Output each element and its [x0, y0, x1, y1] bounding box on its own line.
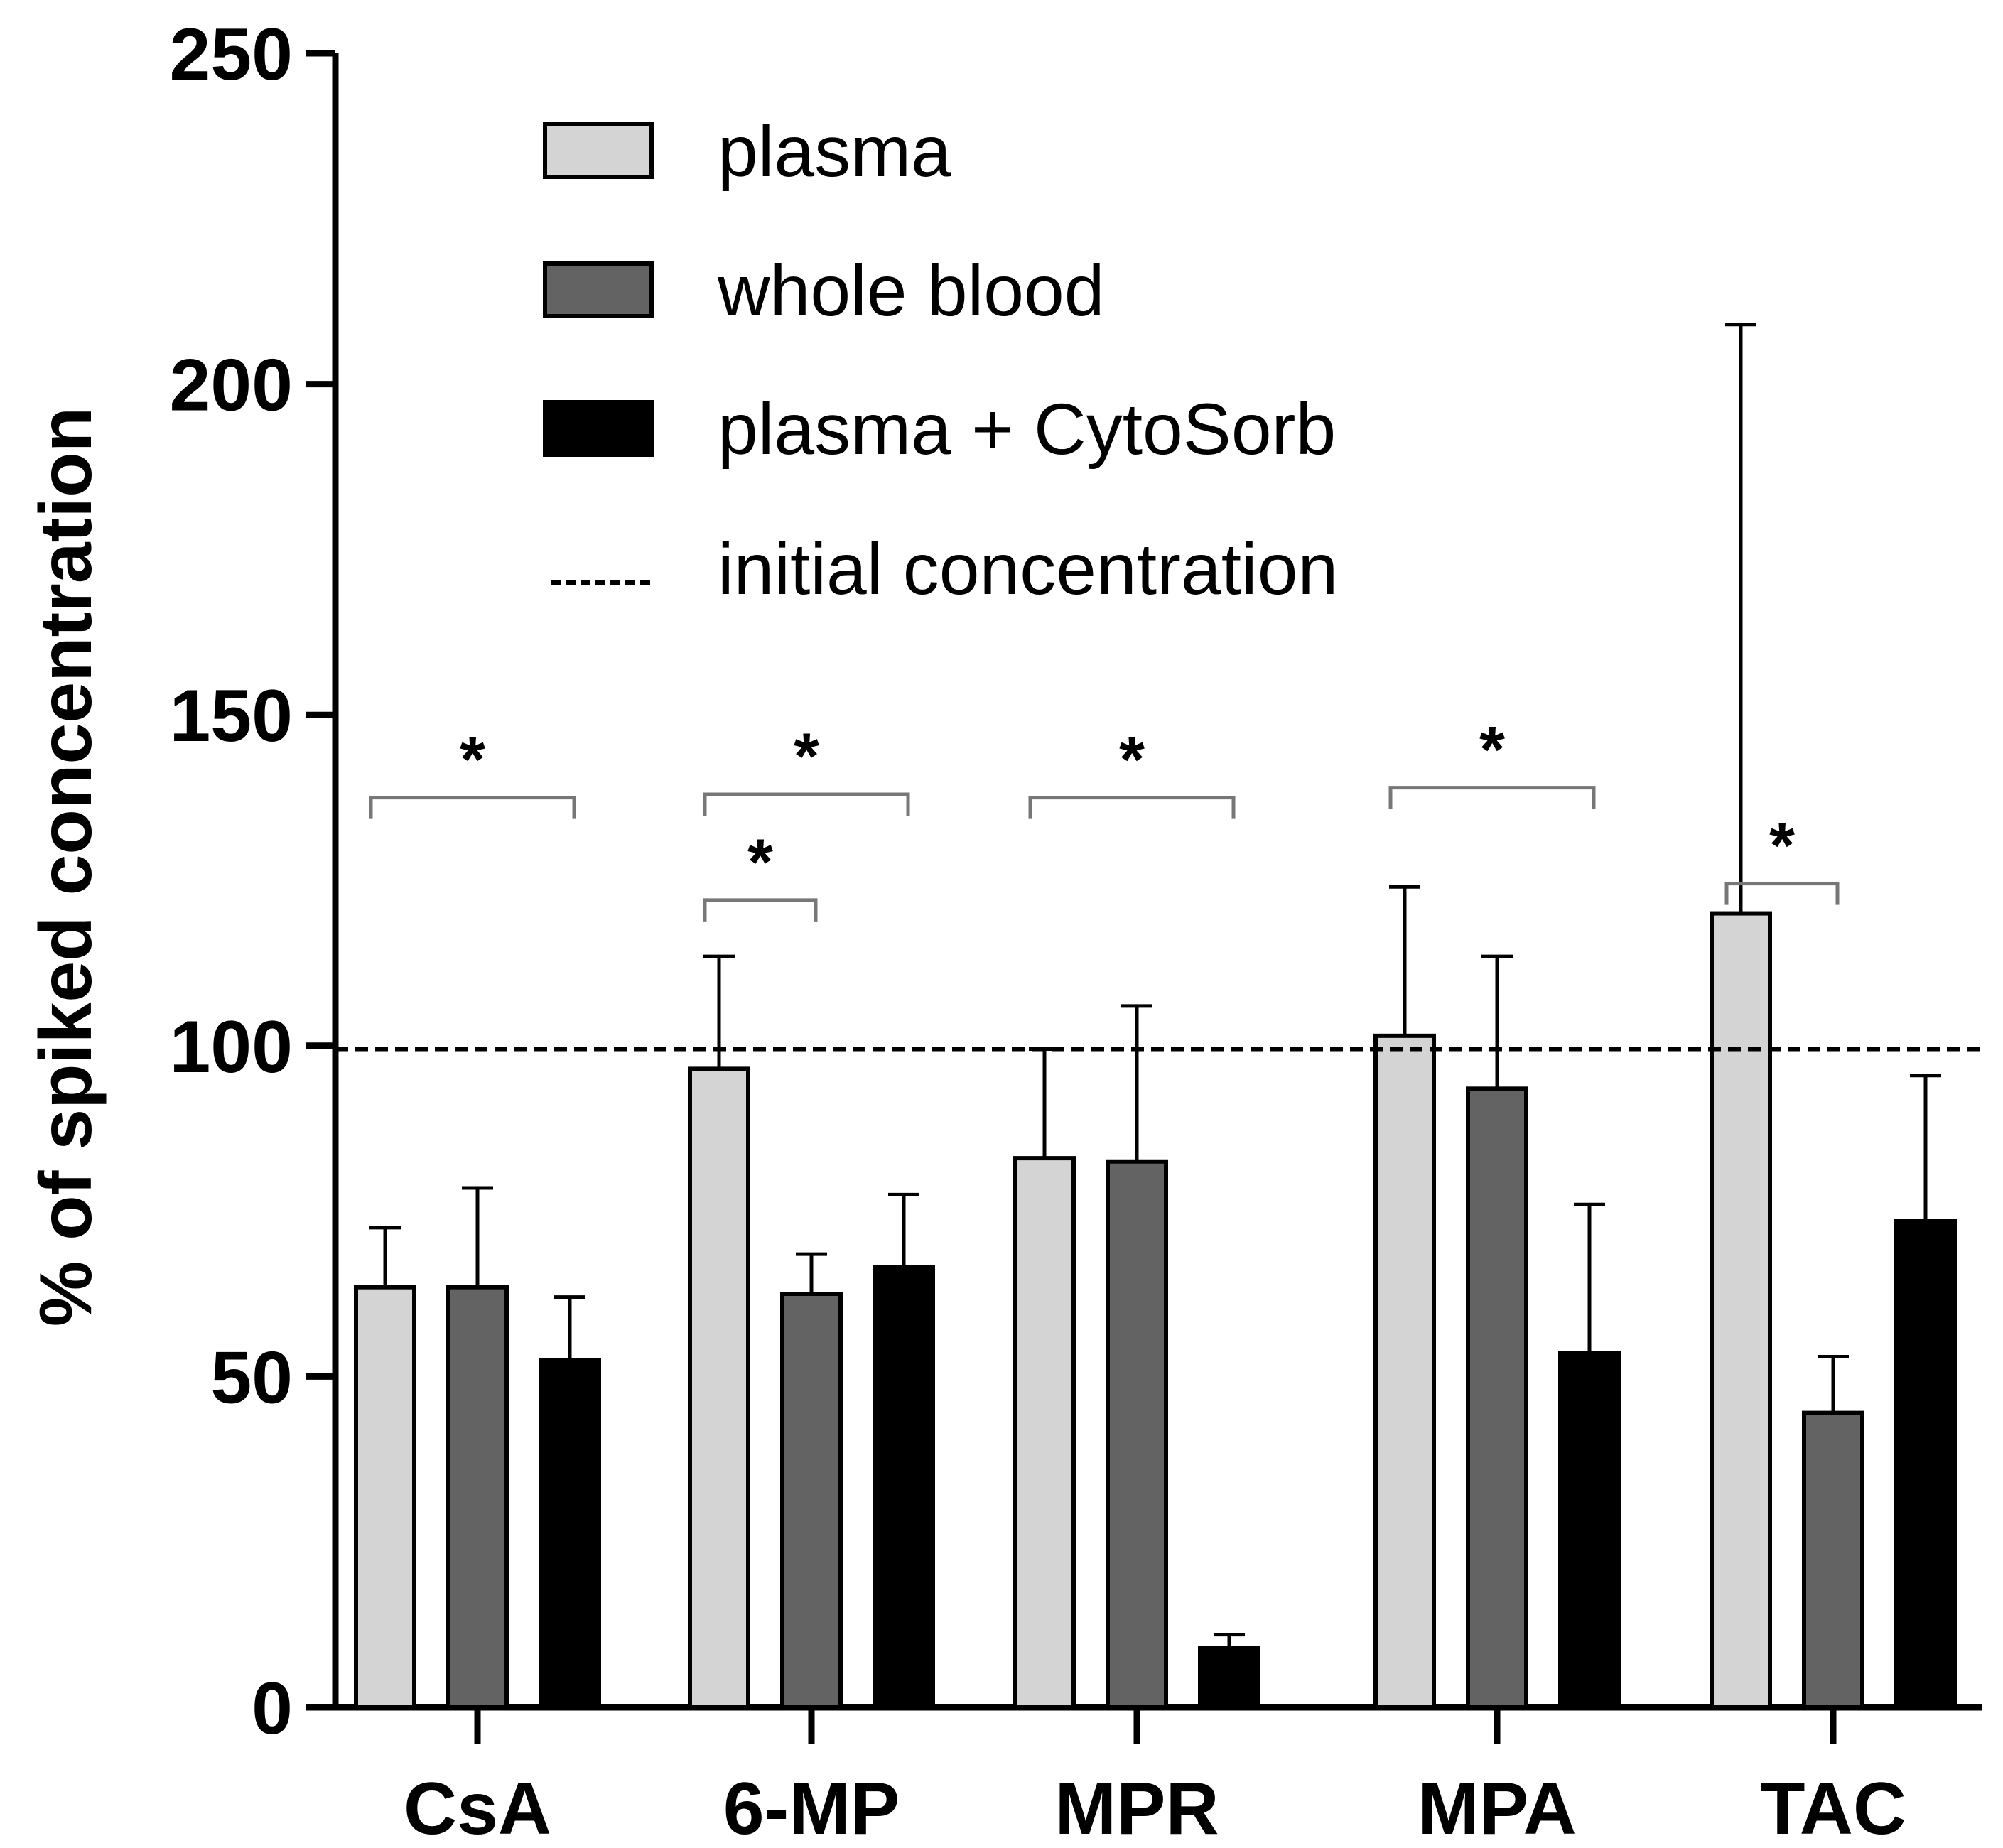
significance-star: *: [1479, 714, 1505, 787]
significance-brackets: * * * * * *: [369, 714, 1840, 922]
y-tick-label-150: 150: [169, 675, 293, 757]
y-tick-label-250: 250: [169, 13, 293, 96]
significance-star: *: [794, 720, 819, 793]
bars: [354, 911, 1957, 1710]
x-axis: CsA 6-MP MPR MPA TAC: [333, 1704, 1982, 1848]
legend-label-whole-blood: whole blood: [717, 250, 1104, 331]
bar-csa-whole-blood: [446, 1285, 509, 1709]
legend-swatch-whole-blood: [543, 261, 654, 318]
x-tick-label-csa: CsA: [404, 1768, 551, 1848]
legend-label-initial-concentration: initial concentration: [718, 529, 1338, 610]
bar-tac-whole-blood: [1802, 1410, 1864, 1709]
y-tick-label-200: 200: [169, 345, 293, 427]
legend-swatch-plasma: [543, 122, 654, 179]
bar-mpr-plasma-cytosorb: [1198, 1646, 1260, 1709]
significance-bracket: [1028, 796, 1236, 819]
significance-star: *: [1119, 724, 1145, 796]
legend: plasma whole blood plasma + CytoSorb initia…: [543, 111, 1338, 610]
significance-star: *: [747, 826, 773, 899]
error-bars: [369, 323, 1941, 1648]
significance-bracket: [703, 792, 910, 816]
x-tick-label-mpa: MPA: [1418, 1768, 1576, 1848]
bar-mpr-plasma: [1013, 1156, 1076, 1709]
y-tick-label-0: 0: [252, 1668, 293, 1750]
y-axis-label: % of spiked concentration: [25, 407, 107, 1326]
bar-mpa-plasma: [1373, 1033, 1436, 1710]
significance-bracket: [1388, 786, 1596, 809]
significance-star: *: [1769, 810, 1795, 882]
x-tick-label-tac: TAC: [1760, 1768, 1906, 1848]
legend-label-plasma-cytosorb: plasma + CytoSorb: [718, 389, 1336, 470]
bar-tac-plasma: [1710, 911, 1772, 1709]
significance-star: *: [460, 724, 485, 796]
bar-mpa-plasma-cytosorb: [1558, 1351, 1621, 1709]
legend-label-plasma: plasma: [718, 111, 951, 192]
legend-swatch-plasma-cytosorb: [543, 400, 654, 457]
y-tick-label-100: 100: [169, 1006, 293, 1088]
bar-csa-plasma-cytosorb: [539, 1358, 601, 1709]
significance-bracket: [1724, 882, 1840, 905]
bar-6-mp-whole-blood: [780, 1292, 843, 1709]
significance-bracket: [369, 796, 576, 819]
bar-tac-plasma-cytosorb: [1894, 1219, 1957, 1709]
significance-bracket: [703, 898, 818, 922]
bar-mpr-whole-blood: [1106, 1159, 1168, 1709]
bar-csa-plasma: [354, 1285, 416, 1709]
bar-6-mp-plasma-cytosorb: [873, 1265, 935, 1709]
x-tick-label-mpr: MPR: [1054, 1768, 1219, 1848]
bar-mpa-whole-blood: [1466, 1086, 1528, 1709]
bar-6-mp-plasma: [688, 1066, 750, 1709]
y-axis: 0 50 100 150 200 250: [169, 13, 339, 1750]
y-tick-label-50: 50: [210, 1336, 293, 1419]
x-tick-label-6-mp: 6-MP: [723, 1768, 900, 1848]
